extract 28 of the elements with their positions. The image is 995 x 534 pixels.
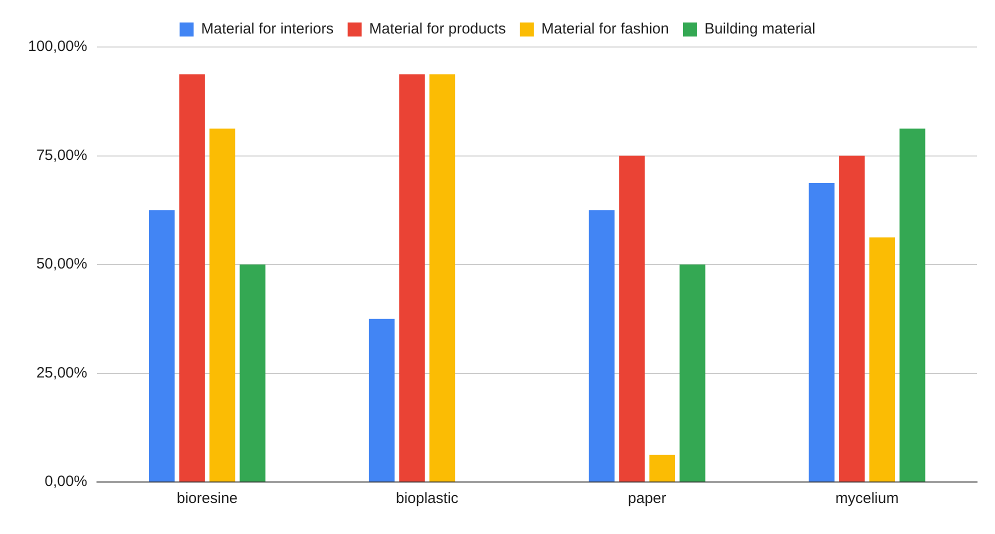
bar (148, 210, 175, 482)
legend-label: Building material (704, 20, 816, 38)
bar (680, 264, 706, 482)
x-tick-label: bioplastic (396, 490, 459, 508)
y-tick-label: 0,00% (44, 473, 88, 490)
x-tick-label: paper (628, 490, 666, 508)
x-tick-label: mycelium (835, 490, 899, 508)
bar (869, 237, 895, 482)
bar (900, 128, 926, 482)
y-tick-label: 75,00% (36, 146, 88, 164)
legend-label: Material for interiors (201, 20, 334, 38)
bar (808, 182, 835, 482)
bar (179, 74, 205, 482)
bar (649, 454, 676, 482)
bar (209, 128, 236, 482)
legend-label: Material for fashion (541, 20, 669, 38)
legend-label: Material for products (369, 20, 506, 38)
bar (399, 74, 425, 482)
y-tick-label: 25,00% (36, 364, 88, 382)
y-tick-label: 50,00% (36, 256, 88, 273)
x-tick-label: bioresine (176, 490, 238, 508)
bar (368, 318, 395, 482)
bar (240, 264, 266, 482)
bar (429, 74, 456, 482)
bar (619, 156, 645, 482)
bar (588, 210, 615, 482)
bar (839, 156, 865, 482)
y-tick-label: 100,00% (28, 38, 88, 56)
